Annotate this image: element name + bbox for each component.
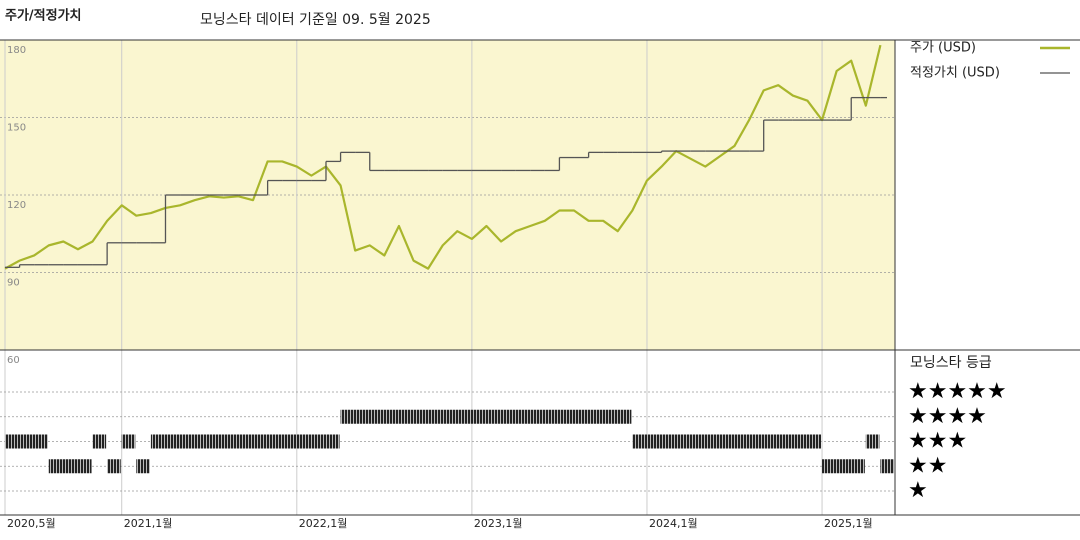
x-tick-label: 2022,1월 (299, 517, 348, 530)
rating-bar (5, 434, 48, 449)
x-tick-label: 2024,1월 (649, 517, 698, 530)
rating-star-label: ★★★★ (908, 404, 987, 429)
rating-star-label: ★★ (908, 453, 947, 478)
rating-bar (880, 459, 894, 474)
rating-title: 모닝스타 등급 (910, 355, 992, 371)
y-tick-label: 150 (7, 123, 26, 134)
y-tick-label: 60 (7, 355, 20, 366)
rating-bar (150, 434, 340, 449)
rating-bar (340, 409, 632, 424)
x-tick-label: 2020,5월 (7, 517, 56, 530)
rating-bar (121, 434, 136, 449)
rating-star-label: ★ (908, 478, 928, 503)
legend-label: 주가 (USD) (910, 41, 976, 56)
rating-bar (136, 459, 150, 474)
chart-title: 주가/적정가치 (5, 8, 82, 24)
legend-label: 적정가치 (USD) (910, 66, 1000, 81)
rating-bar (822, 459, 865, 474)
chart-subtitle: 모닝스타 데이터 기준일 09. 5월 2025 (200, 12, 431, 28)
y-tick-label: 90 (7, 278, 20, 289)
rating-bar (865, 434, 880, 449)
rating-bar (107, 459, 121, 474)
rating-star-label: ★★★★★ (908, 379, 1007, 404)
rating-bar (48, 459, 92, 474)
y-tick-label: 120 (7, 200, 26, 211)
x-tick-label: 2023,1월 (474, 517, 523, 530)
y-tick-label: 180 (7, 45, 26, 56)
rating-bar (632, 434, 822, 449)
x-tick-label: 2025,1월 (824, 517, 873, 530)
price-line (4, 44, 882, 270)
x-tick-label: 2021,1월 (124, 517, 173, 530)
rating-bar (92, 434, 107, 449)
rating-star-label: ★★★ (908, 429, 967, 454)
marks (4, 44, 894, 474)
